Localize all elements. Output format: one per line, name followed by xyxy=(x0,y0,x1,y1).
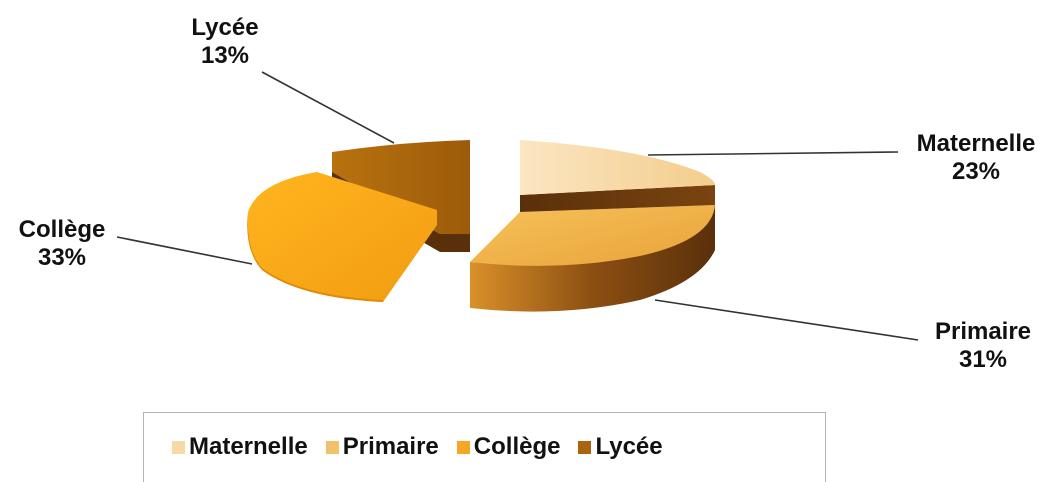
slice-college xyxy=(247,172,437,302)
label-college-name: Collège xyxy=(18,216,106,243)
label-lycee-name: Lycée xyxy=(191,14,259,41)
label-lycee: Lycée 13% xyxy=(180,14,270,70)
leader-line-lycee xyxy=(261,71,395,144)
legend-label-lycee: Lycée xyxy=(595,433,663,460)
label-lycee-value: 13% xyxy=(200,42,250,69)
legend-item-primaire: Primaire xyxy=(325,433,439,461)
slice-group-college xyxy=(247,172,437,302)
leader-line-maternelle xyxy=(647,151,899,156)
legend-swatch-college xyxy=(456,440,470,454)
chart-legend: Maternelle Primaire Collège Lycée xyxy=(143,412,826,482)
leader-line-college xyxy=(116,236,253,265)
label-primaire-value: 31% xyxy=(958,346,1008,373)
legend-swatch-maternelle xyxy=(172,440,185,454)
slice-primaire xyxy=(470,205,715,266)
slice-maternelle xyxy=(520,140,715,195)
label-primaire: Primaire 31% xyxy=(918,318,1048,374)
label-maternelle-name: Maternelle xyxy=(916,130,1036,157)
leader-lines xyxy=(116,71,919,341)
label-college: Collège 33% xyxy=(0,216,124,272)
slice-primaire-side xyxy=(470,200,715,312)
legend-label-college: Collège xyxy=(473,433,561,460)
legend-swatch-primaire xyxy=(325,440,339,454)
legend-swatch-lycee xyxy=(578,440,592,454)
legend-item-college: Collège xyxy=(456,433,561,461)
slice-divider-wall xyxy=(520,185,715,212)
label-primaire-name: Primaire xyxy=(934,318,1032,345)
legend-item-lycee: Lycée xyxy=(578,433,663,461)
label-college-value: 33% xyxy=(37,244,87,271)
slice-group-right xyxy=(470,140,715,312)
slice-college-side xyxy=(247,212,383,302)
legend-item-maternelle: Maternelle xyxy=(172,433,308,461)
label-maternelle-value: 23% xyxy=(951,158,1001,185)
legend-label-primaire: Primaire xyxy=(342,433,439,460)
leader-line-primaire xyxy=(654,299,919,341)
legend-label-maternelle: Maternelle xyxy=(189,433,308,460)
label-maternelle: Maternelle 23% xyxy=(896,130,1054,186)
